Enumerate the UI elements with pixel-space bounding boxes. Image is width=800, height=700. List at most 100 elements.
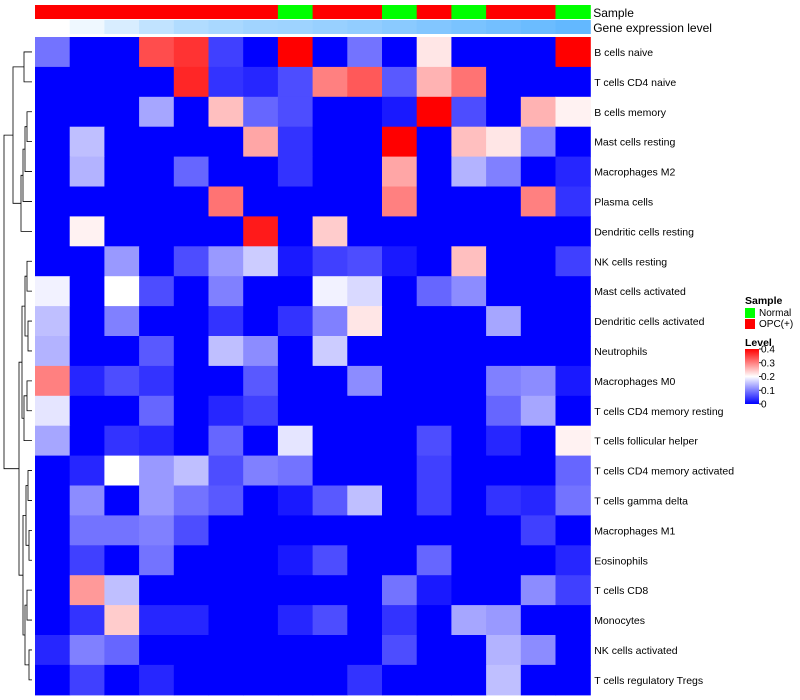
heatmap-cell — [555, 425, 591, 457]
heatmap-cell — [277, 664, 314, 696]
legend-level-colorbar — [745, 349, 759, 404]
heatmap-cell — [486, 605, 522, 636]
heatmap-cell — [104, 575, 140, 606]
heatmap-cell — [520, 425, 557, 457]
sample-annotation-cell — [173, 5, 210, 19]
heatmap-cell — [486, 276, 522, 307]
heatmap-cell — [416, 664, 452, 696]
heatmap-cell — [486, 306, 522, 337]
sample-annotation-cell — [69, 5, 105, 19]
heatmap-cell — [208, 276, 244, 307]
heatmap-cell — [451, 276, 487, 307]
heatmap-cell — [382, 96, 418, 128]
dendrogram-branch — [24, 126, 32, 172]
legend-level-tick-label: 0.3 — [761, 358, 775, 369]
heatmap-cell — [69, 425, 105, 457]
heatmap-cell — [173, 66, 210, 98]
heatmap-cell — [555, 455, 591, 487]
expression-annotation-cell — [104, 20, 140, 34]
heatmap-cell — [486, 216, 522, 247]
heatmap-cell — [451, 395, 487, 427]
heatmap-cell — [312, 306, 348, 337]
heatmap-cell — [139, 96, 175, 128]
heatmap-cell — [277, 455, 314, 487]
heatmap-cell — [173, 126, 210, 158]
row-label: T cells CD4 memory activated — [594, 466, 734, 478]
heatmap-cell — [451, 37, 487, 68]
heatmap-cell — [173, 664, 210, 696]
heatmap-cell — [382, 485, 418, 516]
heatmap-cell — [35, 635, 71, 666]
heatmap-cell — [416, 485, 452, 516]
heatmap-cell — [277, 635, 314, 666]
heatmap-cell — [243, 485, 279, 516]
dendrogram-branch — [12, 66, 24, 204]
legend-level-tick-label: 0.4 — [761, 345, 775, 356]
heatmap-cell — [208, 515, 244, 546]
row-label: Dendritic cells activated — [594, 316, 704, 328]
heatmap-cell — [35, 96, 71, 128]
sample-annotation-cell — [35, 5, 71, 19]
row-label: Plasma cells — [594, 196, 653, 208]
legend-level-tick-label: 0.1 — [761, 386, 775, 397]
row-label: T cells CD4 naive — [594, 77, 676, 89]
heatmap-cell — [382, 545, 418, 576]
heatmap-cell — [451, 485, 487, 516]
heatmap-cell — [277, 96, 314, 128]
heatmap-cell — [486, 66, 522, 98]
heatmap-cell — [382, 395, 418, 427]
heatmap-cell — [486, 37, 522, 68]
heatmap-cell — [104, 156, 140, 188]
heatmap-cell — [347, 545, 383, 576]
heatmap-cell — [104, 96, 140, 128]
heatmap-cell — [35, 246, 71, 277]
heatmap-cell — [555, 395, 591, 427]
heatmap-cell — [312, 336, 348, 367]
heatmap-cell — [451, 186, 487, 217]
legend-sample-label: Normal — [759, 308, 791, 319]
dendrogram-branch — [28, 529, 32, 561]
heatmap-cell — [555, 126, 591, 158]
heatmap-cell — [312, 515, 348, 546]
heatmap-cell — [35, 156, 71, 188]
heatmap-cell — [416, 635, 452, 666]
heatmap-cell — [486, 186, 522, 217]
heatmap-cell — [277, 156, 314, 188]
heatmap-cell — [277, 276, 314, 307]
heatmap-cell — [277, 306, 314, 337]
heatmap-cell — [416, 306, 452, 337]
heatmap-cell — [139, 455, 175, 487]
heatmap-cell — [451, 216, 487, 247]
heatmap-cell — [347, 605, 383, 636]
heatmap-cell — [382, 455, 418, 487]
dendrogram-branch — [21, 305, 25, 419]
dendrogram-branch — [25, 485, 29, 546]
heatmap-cell — [555, 515, 591, 546]
heatmap-cell — [382, 246, 418, 277]
heatmap-cell — [347, 575, 383, 606]
expression-annotation-cell — [208, 20, 244, 34]
heatmap-cell — [277, 126, 314, 158]
heatmap-cell — [104, 395, 140, 427]
heatmap-cell — [243, 455, 279, 487]
heatmap-cell — [416, 365, 452, 397]
heatmap-cell — [173, 605, 210, 636]
heatmap-cell — [139, 664, 175, 696]
heatmap-cell — [520, 365, 557, 397]
legend-level-tick-label: 0 — [761, 400, 767, 411]
heatmap-cell — [69, 96, 105, 128]
heatmap-cell — [486, 425, 522, 457]
heatmap-cell — [104, 126, 140, 158]
heatmap-cell — [104, 306, 140, 337]
heatmap-cell — [208, 455, 244, 487]
heatmap-cell — [347, 96, 383, 128]
heatmap-cell — [486, 336, 522, 367]
heatmap-cell — [347, 635, 383, 666]
heatmap-cell — [208, 126, 244, 158]
heatmap-cell — [486, 96, 522, 128]
heatmap-cell — [416, 156, 452, 188]
heatmap-cell — [520, 605, 557, 636]
heatmap-cell — [69, 455, 105, 487]
heatmap-cell — [243, 515, 279, 546]
heatmap-cell — [243, 156, 279, 188]
